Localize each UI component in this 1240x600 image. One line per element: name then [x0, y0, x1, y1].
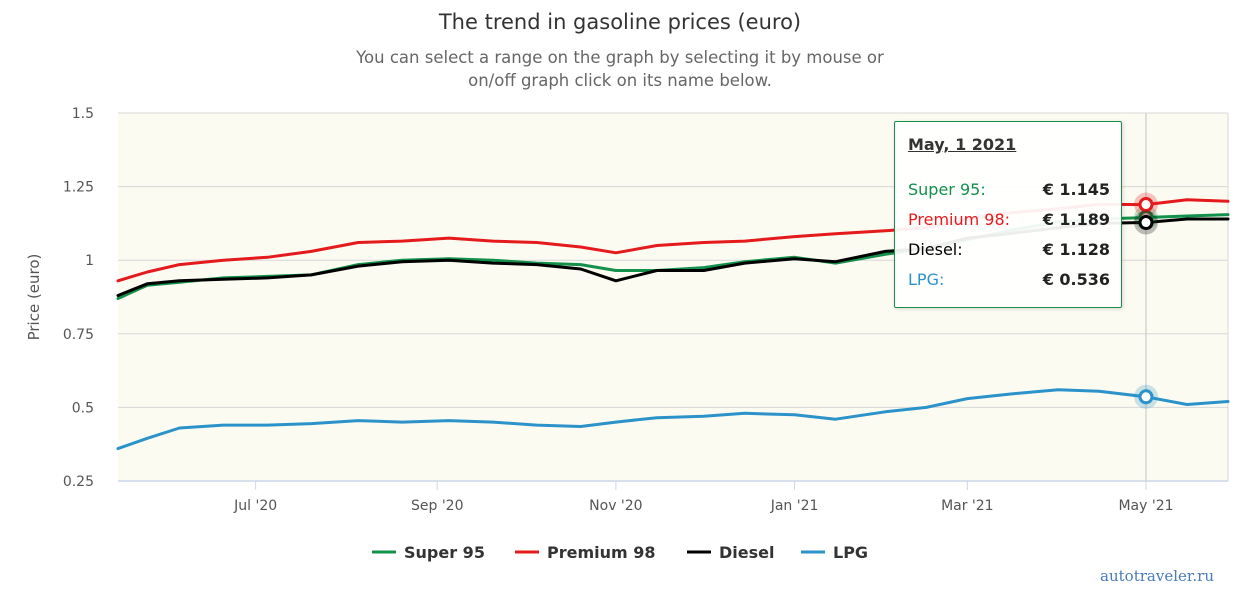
tooltip-value-lpg: € 0.536 — [1042, 270, 1110, 289]
legend-label-diesel: Diesel — [719, 543, 774, 562]
tooltip-row-diesel: Diesel: € 1.128 — [908, 240, 1110, 262]
legend-label-super95: Super 95 — [404, 543, 485, 562]
x-tick-label: Mar '21 — [941, 498, 994, 514]
legend-item-diesel[interactable]: Diesel — [687, 543, 774, 562]
subtitle-line-2: on/off graph click on its name below. — [468, 71, 772, 90]
legend-label-premium98: Premium 98 — [547, 543, 656, 562]
legend-label-lpg: LPG — [833, 543, 868, 562]
y-tick-label: 0.25 — [63, 474, 94, 490]
y-tick-label: 1.25 — [63, 180, 94, 196]
y-tick-label: 0.75 — [63, 327, 94, 343]
tooltip-row-premium98: Premium 98: € 1.189 — [908, 210, 1110, 232]
x-tick-label: Jul '20 — [233, 498, 277, 514]
tooltip-row-super95: Super 95: € 1.145 — [908, 180, 1110, 202]
x-tick-label: Sep '20 — [411, 498, 464, 514]
series-line-lpg — [116, 388, 1230, 451]
hover-marker-premium98 — [1138, 197, 1154, 213]
y-axis-title: Price (euro) — [25, 254, 43, 341]
tooltip-row-lpg: LPG: € 0.536 — [908, 270, 1110, 292]
y-tick-label: 0.5 — [72, 400, 94, 416]
y-tick-label: 1 — [85, 253, 94, 269]
tooltip-name-super95: Super 95: — [908, 180, 986, 199]
tooltip-value-premium98: € 1.189 — [1042, 210, 1110, 229]
tooltip-value-super95: € 1.145 — [1042, 180, 1110, 199]
x-tick-label: Jan '21 — [770, 498, 819, 514]
hover-marker-diesel — [1138, 215, 1154, 231]
hover-marker-lpg — [1138, 389, 1154, 405]
legend-item-lpg[interactable]: LPG — [801, 543, 868, 562]
y-tick-label: 1.5 — [72, 106, 94, 122]
x-tick-label: May '21 — [1118, 498, 1173, 514]
x-tick-label: Nov '20 — [589, 498, 642, 514]
tooltip-name-premium98: Premium 98: — [908, 210, 1011, 229]
credit-link[interactable]: autotraveler.ru — [1100, 567, 1214, 585]
tooltip-name-diesel: Diesel: — [908, 240, 963, 259]
marker-layer — [1133, 192, 1158, 409]
x-axis: Jul '20 Sep '20 Nov '20 Jan '21 Mar '21 May '… — [118, 480, 1228, 514]
chart-title: The trend in gasoline prices (euro) — [438, 10, 802, 34]
tooltip: May, 1 2021 Super 95: € 1.145 Premium 98… — [894, 121, 1122, 308]
legend-item-super95[interactable]: Super 95 — [372, 543, 485, 562]
y-axis: 0.25 0.5 0.75 1 1.25 1.5 — [63, 106, 94, 490]
tooltip-date: May, 1 2021 — [908, 135, 1017, 154]
tooltip-name-lpg: LPG: — [908, 270, 945, 289]
subtitle-line-1: You can select a range on the graph by s… — [356, 48, 884, 67]
tooltip-value-diesel: € 1.128 — [1042, 240, 1110, 259]
legend-item-premium98[interactable]: Premium 98 — [515, 543, 656, 562]
chart-subtitle: You can select a range on the graph by s… — [0, 46, 1240, 92]
legend: Super 95 Premium 98 Diesel LPG — [372, 543, 868, 562]
